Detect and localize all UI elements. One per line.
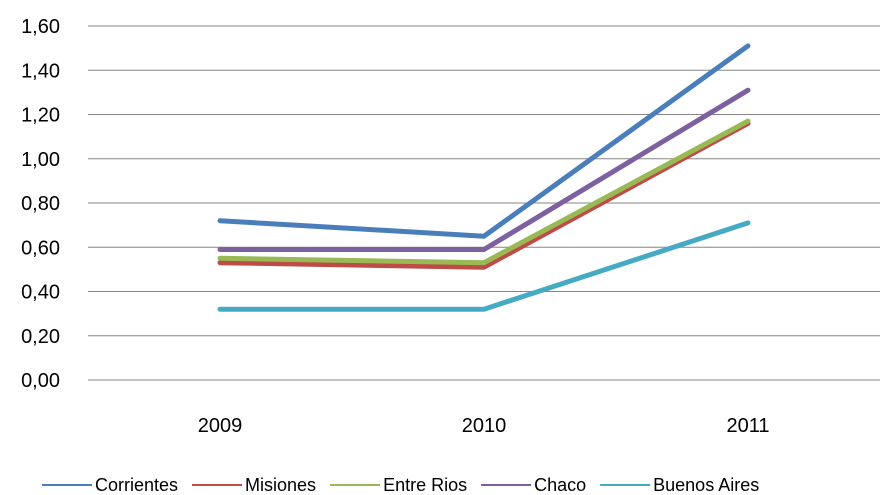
y-tick-label: 1,60 [21,16,60,38]
x-tick-label: 2009 [198,415,243,437]
x-tick-label: 2010 [462,415,507,437]
legend-item: Buenos Aires [600,475,759,495]
legend-label: Buenos Aires [653,475,759,495]
legend-label: Entre Rios [383,475,467,495]
legend-label: Corrientes [95,475,178,495]
y-tick-label: 0,00 [21,370,60,392]
legend-label: Chaco [534,475,586,495]
series-line [217,87,751,252]
legend-item: Entre Rios [330,475,467,495]
x-axis-tick-labels: 2009 2010 2011 [198,415,770,437]
y-tick-label: 1,00 [21,149,60,171]
legend-item: Chaco [481,475,586,495]
y-tick-label: 1,40 [21,60,60,82]
legend-item: Misiones [192,475,316,495]
series-lines [217,43,751,312]
y-tick-label: 1,20 [21,105,60,127]
y-tick-label: 0,20 [21,326,60,348]
y-tick-label: 0,80 [21,193,60,215]
series-line [217,220,751,312]
y-axis-tick-labels: 0,00 0,20 0,40 0,60 0,80 1,00 1,20 1,40 1,60 [21,16,60,392]
series-line [217,120,751,270]
y-tick-label: 0,40 [21,282,60,304]
legend-item: Corrientes [42,475,178,495]
gridlines [88,25,880,381]
y-tick-label: 0,60 [21,237,60,259]
series-line [217,43,751,239]
series-line [217,118,751,266]
legend: Corrientes Misiones Entre Rios Chaco Buenos … [42,475,759,495]
x-tick-label: 2011 [726,415,769,437]
legend-label: Misiones [245,475,316,495]
